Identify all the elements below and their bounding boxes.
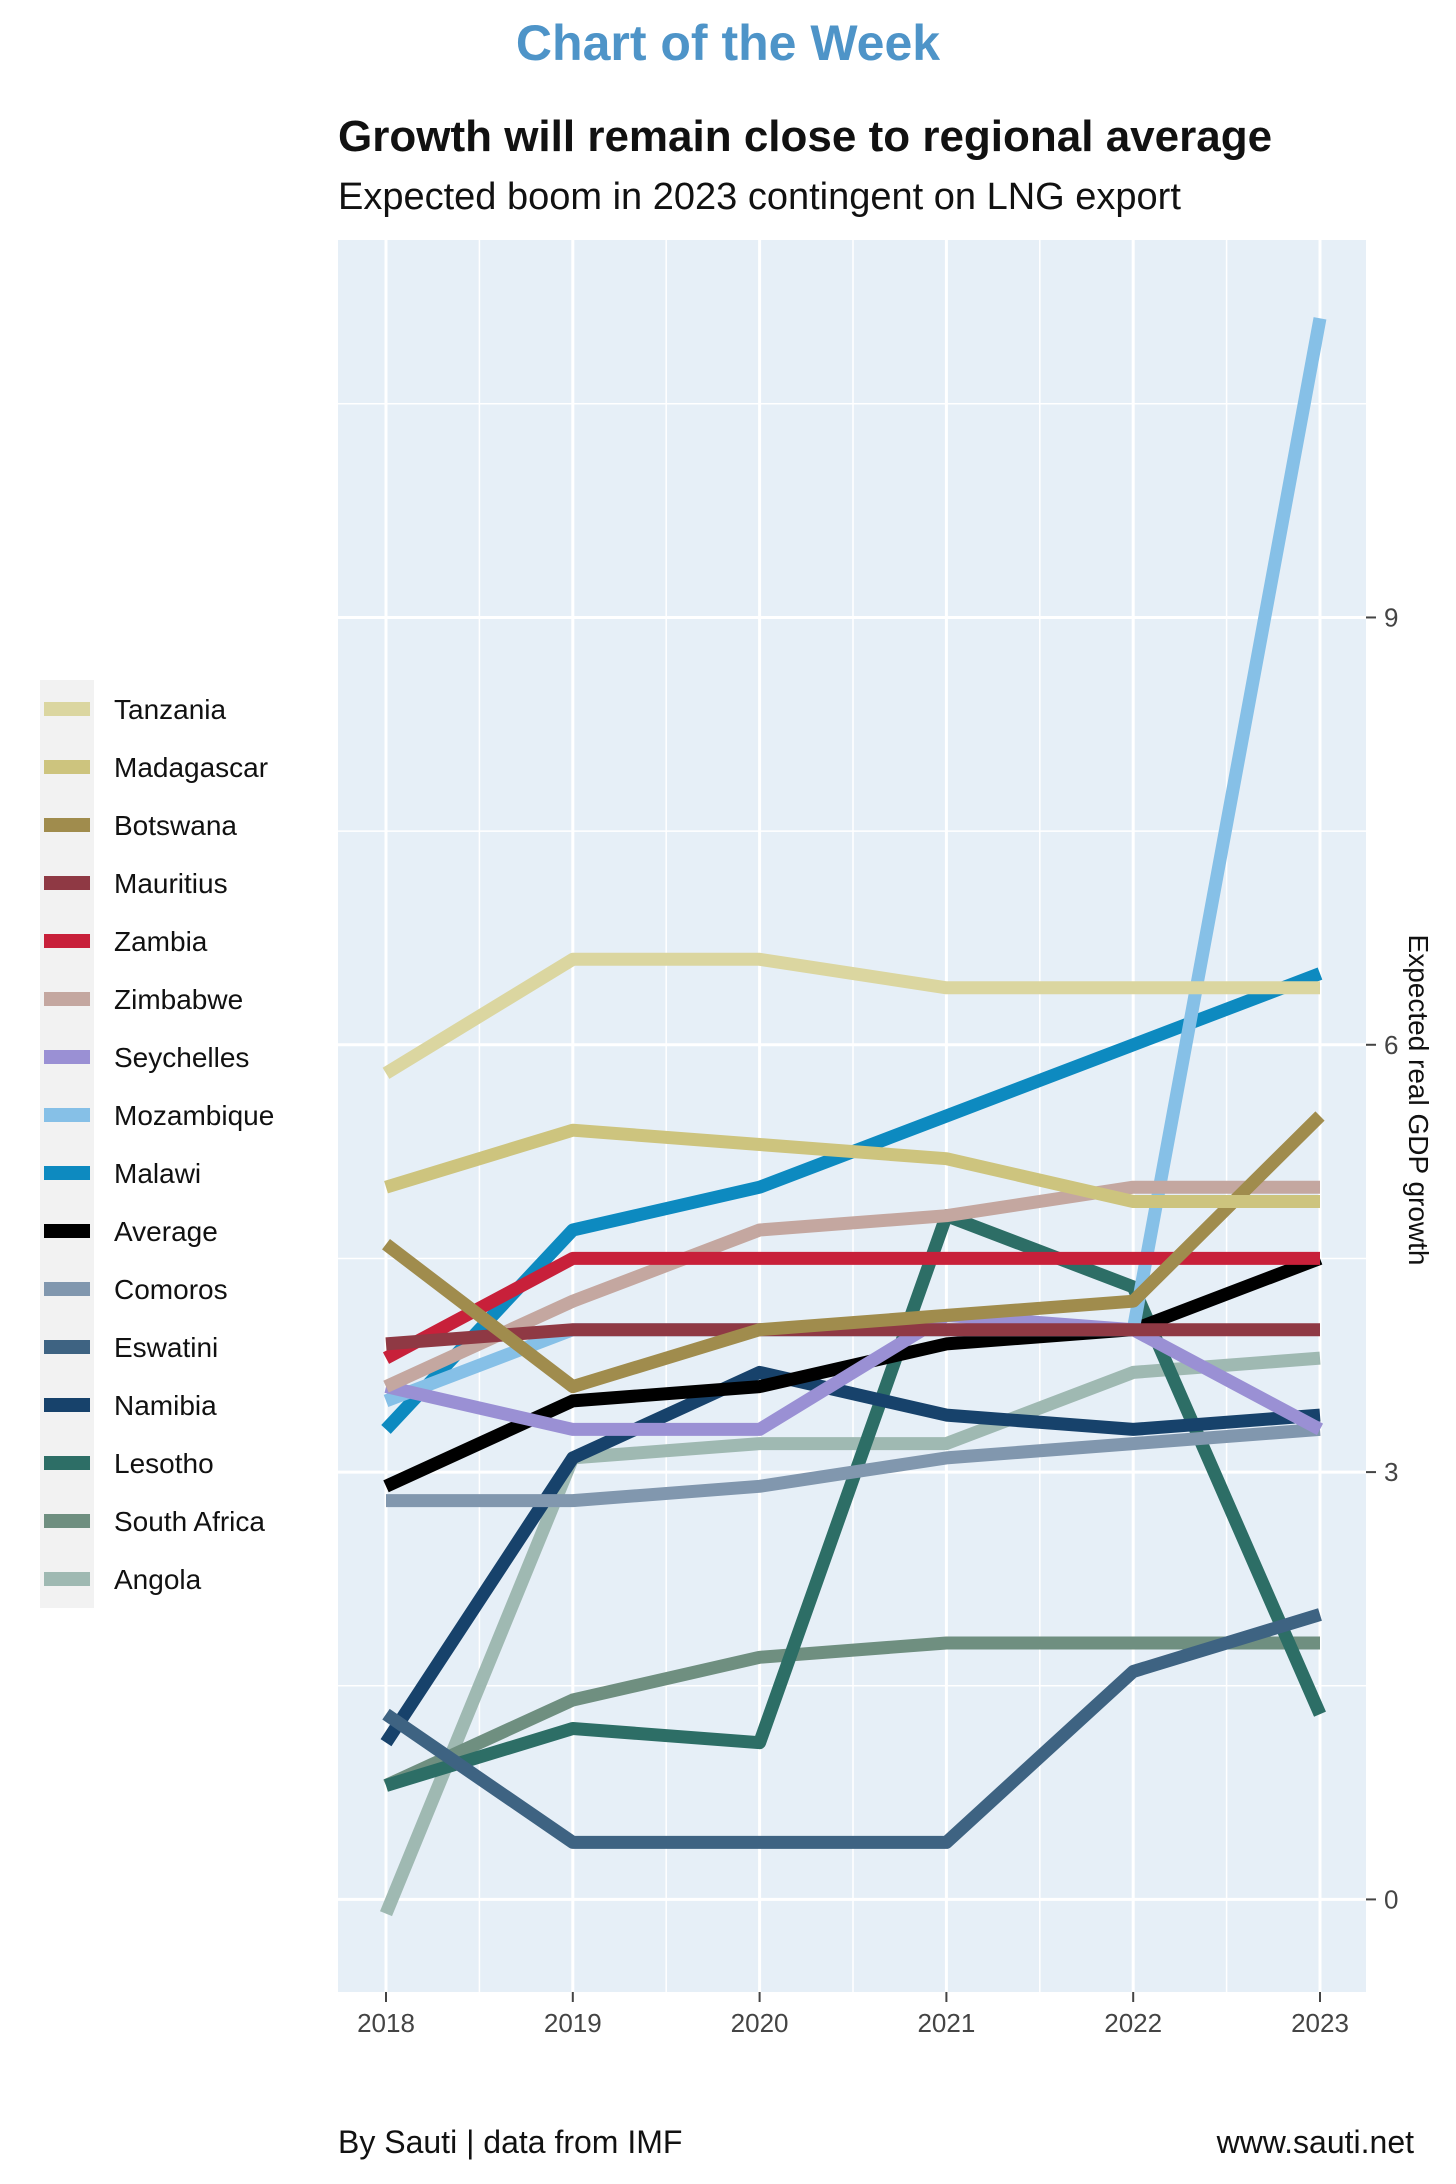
legend-key <box>40 1434 94 1492</box>
x-tick-label: 2020 <box>731 2008 789 2038</box>
legend-key <box>40 1492 94 1550</box>
legend-label: Angola <box>114 1564 202 1595</box>
legend-swatch <box>44 818 90 832</box>
legend-swatch <box>44 1456 90 1470</box>
x-tick-label: 2019 <box>544 2008 602 2038</box>
series-lines <box>379 317 1327 1917</box>
series-line-eswatini <box>382 1608 1322 1849</box>
legend-key <box>40 854 94 912</box>
legend-key <box>40 1376 94 1434</box>
legend-item-mozambique: Mozambique <box>40 1086 300 1144</box>
legend-item-malawi: Malawi <box>40 1144 300 1202</box>
legend-item-south-africa: South Africa <box>40 1492 300 1550</box>
legend-key <box>40 1318 94 1376</box>
series-line-botswana <box>382 1111 1325 1394</box>
legend-label: Madagascar <box>114 752 269 783</box>
legend-item-angola: Angola <box>40 1550 300 1608</box>
legend-key <box>40 796 94 854</box>
x-tick-label: 2018 <box>357 2008 415 2038</box>
legend-label: Eswatini <box>114 1332 219 1363</box>
legend-swatch <box>44 1514 90 1528</box>
legend-swatch <box>44 934 90 948</box>
plot-panel <box>338 240 1366 1992</box>
legend-label: Zimbabwe <box>114 984 244 1015</box>
y-tick-label: 3 <box>1384 1457 1398 1487</box>
legend-swatch <box>44 1166 90 1180</box>
legend-key <box>40 1202 94 1260</box>
legend-label: Comoros <box>114 1274 228 1305</box>
legend-item-mauritius: Mauritius <box>40 854 300 912</box>
x-tick-label: 2021 <box>917 2008 975 2038</box>
legend: Tanzania Madagascar Botswana Mauritius Zambi… <box>40 680 300 1608</box>
legend-item-average: Average <box>40 1202 300 1260</box>
legend-key <box>40 970 94 1028</box>
series-line-tanzania <box>382 952 1320 1079</box>
legend-key <box>40 1028 94 1086</box>
chart-title: Growth will remain close to regional ave… <box>338 112 1273 161</box>
series-line-lesotho <box>384 1209 1326 1792</box>
legend-swatch <box>44 1282 90 1296</box>
legend-label: Seychelles <box>114 1042 250 1073</box>
series-line-mauritius <box>385 1323 1320 1351</box>
legend-swatch <box>44 992 90 1006</box>
y-tick-label: 0 <box>1384 1884 1398 1914</box>
legend-item-seychelles: Seychelles <box>40 1028 300 1086</box>
legend-label: Lesotho <box>114 1448 214 1479</box>
chart-kicker: Chart of the Week <box>515 15 941 71</box>
legend-swatch <box>44 760 90 774</box>
legend-label: Mauritius <box>114 868 228 899</box>
chart-subtitle: Expected boom in 2023 contingent on LNG … <box>338 176 1181 218</box>
legend-label: Zambia <box>114 926 208 957</box>
legend-label: Namibia <box>114 1390 217 1421</box>
footer-source: By Sauti | data from IMF <box>338 2124 683 2160</box>
legend-swatch <box>44 1050 90 1064</box>
legend-key <box>40 1144 94 1202</box>
legend-label: South Africa <box>114 1506 265 1537</box>
legend-item-madagascar: Madagascar <box>40 738 300 796</box>
legend-key <box>40 1086 94 1144</box>
axes: 0 3 6 9 2018 2019 2020 2021 2022 2023 <box>357 602 1398 2038</box>
legend-swatch <box>44 702 90 716</box>
legend-item-zambia: Zambia <box>40 912 300 970</box>
y-axis-title: Expected real GDP growth <box>1403 935 1434 1266</box>
x-tick-label: 2023 <box>1291 2008 1349 2038</box>
series-line-madagascar <box>384 1123 1320 1208</box>
legend-item-botswana: Botswana <box>40 796 300 854</box>
legend-label: Botswana <box>114 810 237 841</box>
legend-swatch <box>44 876 90 890</box>
legend-label: Average <box>114 1216 218 1247</box>
legend-swatch <box>44 1572 90 1586</box>
series-line-seychelles <box>384 1308 1324 1436</box>
legend-item-zimbabwe: Zimbabwe <box>40 970 300 1028</box>
legend-label: Malawi <box>114 1158 202 1189</box>
series-line-zimbabwe <box>383 1180 1320 1393</box>
legend-label: Mozambique <box>114 1100 275 1131</box>
series-line-south-africa <box>383 1636 1320 1792</box>
legend-key <box>40 912 94 970</box>
legend-key <box>40 1550 94 1608</box>
legend-swatch <box>44 1224 90 1238</box>
y-tick-label: 9 <box>1384 602 1398 632</box>
legend-key <box>40 738 94 796</box>
legend-key <box>40 1260 94 1318</box>
series-line-comoros <box>386 1422 1321 1508</box>
legend-item-lesotho: Lesotho <box>40 1434 300 1492</box>
x-tick-label: 2022 <box>1104 2008 1162 2038</box>
legend-key <box>40 680 94 738</box>
legend-item-eswatini: Eswatini <box>40 1318 300 1376</box>
series-line-zambia <box>382 1251 1320 1364</box>
legend-swatch <box>44 1108 90 1122</box>
legend-item-comoros: Comoros <box>40 1260 300 1318</box>
legend-swatch <box>44 1340 90 1354</box>
y-tick-label: 6 <box>1384 1030 1398 1060</box>
legend-item-tanzania: Tanzania <box>40 680 300 738</box>
footer-website: www.sauti.net <box>1216 2124 1414 2160</box>
legend-swatch <box>44 1398 90 1412</box>
legend-label: Tanzania <box>114 694 227 725</box>
legend-item-namibia: Namibia <box>40 1376 300 1434</box>
